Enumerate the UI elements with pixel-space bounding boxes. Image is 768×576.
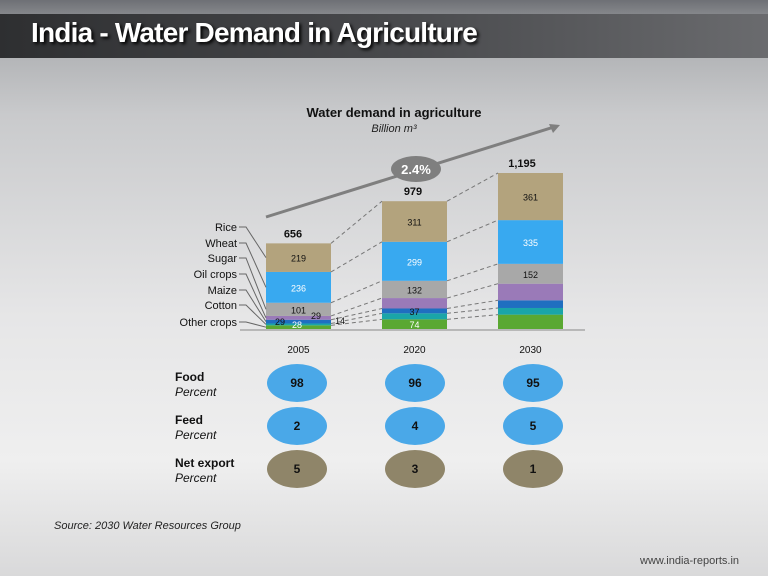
- segment-label: 37: [409, 307, 419, 317]
- connector-line: [330, 308, 383, 321]
- connector-line: [330, 318, 383, 326]
- bar-segment-oil-crops-2020: [382, 298, 447, 309]
- top-strip: [0, 0, 768, 14]
- slide-title: India - Water Demand in Agriculture: [31, 17, 478, 48]
- bar-segment-sugar-2005: [266, 302, 331, 316]
- share-pill: 96: [385, 364, 445, 402]
- connector-line: [330, 280, 383, 304]
- legend-leader-line: [239, 242, 267, 288]
- share-pill: 3: [385, 450, 445, 488]
- bar-segment-cotton-2020: [382, 313, 447, 320]
- legend-leader-line: [239, 273, 267, 319]
- legend-label-maize: Maize: [208, 285, 237, 297]
- bar-total-label: 656: [284, 228, 302, 240]
- legend-leader-line: [239, 321, 267, 328]
- bar-segment-oil-crops-2030: [498, 283, 563, 301]
- segment-label: 14: [335, 316, 345, 326]
- segment-label: 219: [291, 254, 306, 264]
- share-pill: 1: [503, 450, 563, 488]
- bar-total-label: 979: [404, 186, 422, 198]
- bar-segment-wheat-2030: [498, 220, 563, 264]
- legend-label-rice: Rice: [215, 222, 237, 234]
- connector-line: [446, 283, 499, 299]
- legend-leader-line: [239, 226, 267, 258]
- bar-segment-other-crops-2020: [382, 319, 447, 329]
- segment-label: 29: [311, 311, 321, 321]
- legend-leader-line: [239, 304, 267, 325]
- connector-line: [330, 312, 383, 325]
- row-label: Feed Percent: [175, 413, 216, 443]
- bar-segment-oil-crops-2005: [266, 315, 331, 320]
- connector-line: [446, 172, 499, 202]
- growth-label: 2.4%: [401, 162, 431, 177]
- segment-label: 236: [291, 283, 306, 293]
- legend-leader-line: [239, 257, 267, 310]
- connector-line: [446, 263, 499, 282]
- bar-segment-wheat-2020: [382, 241, 447, 281]
- bar-segment-maize-2030: [498, 300, 563, 308]
- share-pill: 5: [267, 450, 327, 488]
- connector-line: [446, 314, 499, 320]
- chart-title: Water demand in agriculture: [306, 105, 481, 120]
- connector-line: [446, 219, 499, 243]
- bar-segment-sugar-2020: [382, 280, 447, 299]
- share-pill: 98: [267, 364, 327, 402]
- bar-segment-maize-2005: [266, 319, 331, 324]
- bar-segment-rice-2020: [382, 201, 447, 242]
- bar-total-label: 1,195: [508, 158, 536, 170]
- segment-label: 74: [409, 320, 419, 330]
- row-title: Feed: [175, 413, 204, 427]
- bar-segment-sugar-2030: [498, 263, 563, 284]
- growth-arrow-head-icon: [549, 124, 560, 133]
- legend-label-oil-crops: Oil crops: [194, 269, 238, 281]
- connector-line: [330, 241, 383, 273]
- row-label: Net export Percent: [175, 456, 234, 486]
- connector-line: [330, 297, 383, 317]
- bar-segment-other-crops-2005: [266, 325, 331, 329]
- x-tick-label: 2020: [403, 345, 426, 356]
- x-tick-label: 2030: [519, 345, 542, 356]
- bar-segment-cotton-2030: [498, 307, 563, 315]
- segment-label: 28: [292, 320, 302, 330]
- row-label: Food Percent: [175, 370, 216, 400]
- segment-label: 299: [407, 257, 422, 267]
- segment-label: 101: [291, 305, 306, 315]
- legend-label-sugar: Sugar: [208, 253, 238, 265]
- legend-leader-line: [239, 289, 267, 322]
- share-pill: 4: [385, 407, 445, 445]
- segment-label: 311: [407, 217, 421, 227]
- bar-segment-rice-2005: [266, 243, 331, 272]
- share-pill: 2: [267, 407, 327, 445]
- connector-line: [446, 299, 499, 309]
- chart-subtitle: Billion m³: [371, 123, 417, 135]
- title-bar: [0, 14, 768, 58]
- legend-label-cotton: Cotton: [205, 300, 237, 312]
- bar-segment-rice-2030: [498, 173, 563, 221]
- row-unit: Percent: [175, 428, 217, 442]
- x-tick-label: 2005: [287, 345, 310, 356]
- segment-label: 152: [523, 270, 538, 280]
- bar-segment-cotton-2005: [266, 323, 331, 326]
- legend-label-wheat: Wheat: [205, 238, 237, 250]
- connector-line: [446, 307, 499, 314]
- segment-label: 29: [275, 317, 285, 327]
- connector-line: [330, 200, 383, 244]
- segment-label: 361: [523, 193, 538, 203]
- legend-label-other-crops: Other crops: [180, 317, 238, 329]
- share-pill: 95: [503, 364, 563, 402]
- row-title: Net export: [175, 456, 235, 470]
- segment-label: 132: [407, 285, 422, 295]
- growth-badge: [391, 156, 441, 182]
- row-unit: Percent: [175, 385, 217, 399]
- bar-segment-maize-2020: [382, 308, 447, 314]
- bar-segment-other-crops-2030: [498, 314, 563, 329]
- website-link[interactable]: www.india-reports.in: [640, 555, 740, 567]
- share-pill: 5: [503, 407, 563, 445]
- row-title: Food: [175, 370, 205, 384]
- source-note: Source: 2030 Water Resources Group: [54, 520, 241, 532]
- bar-segment-wheat-2005: [266, 271, 331, 303]
- row-unit: Percent: [175, 471, 217, 485]
- segment-label: 335: [523, 238, 538, 248]
